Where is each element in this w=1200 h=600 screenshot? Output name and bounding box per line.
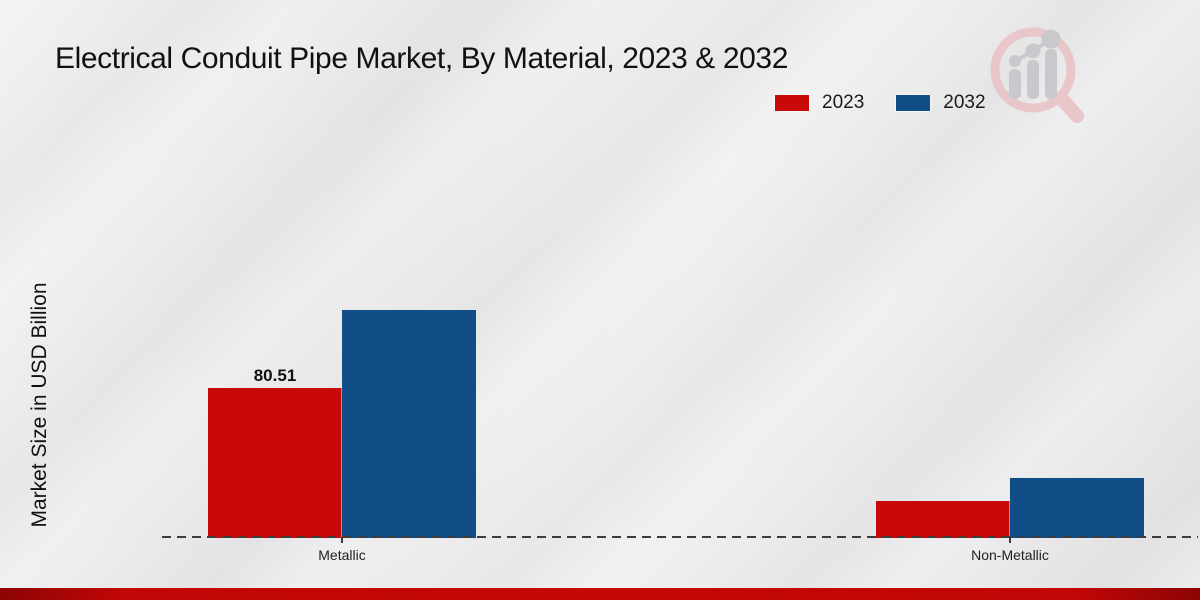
legend-label-2023: 2023 xyxy=(822,92,865,113)
legend-item-2023: 2023 xyxy=(775,92,864,114)
legend-label-2032: 2032 xyxy=(943,92,986,113)
category-label-non-metallic: Non-Metallic xyxy=(971,547,1049,563)
bar-non-metallic-2023 xyxy=(876,501,1010,538)
legend: 2023 2032 xyxy=(775,92,986,114)
chart-title: Electrical Conduit Pipe Market, By Mater… xyxy=(55,42,788,75)
x-axis-tick xyxy=(1009,537,1011,543)
bar-metallic-2023 xyxy=(208,388,342,538)
legend-item-2032: 2032 xyxy=(896,92,986,114)
magnifier-bar-chart-logo xyxy=(990,27,1084,123)
bar-metallic-2032 xyxy=(342,310,476,538)
x-axis-tick xyxy=(341,537,343,543)
legend-swatch-2032 xyxy=(896,95,931,111)
legend-swatch-2023 xyxy=(775,95,809,111)
footer-strip xyxy=(0,588,1200,600)
bar-non-metallic-2032 xyxy=(1010,478,1144,538)
category-label-metallic: Metallic xyxy=(318,547,366,563)
x-axis-line xyxy=(162,536,1198,538)
bar-value-label: 80.51 xyxy=(253,366,297,385)
